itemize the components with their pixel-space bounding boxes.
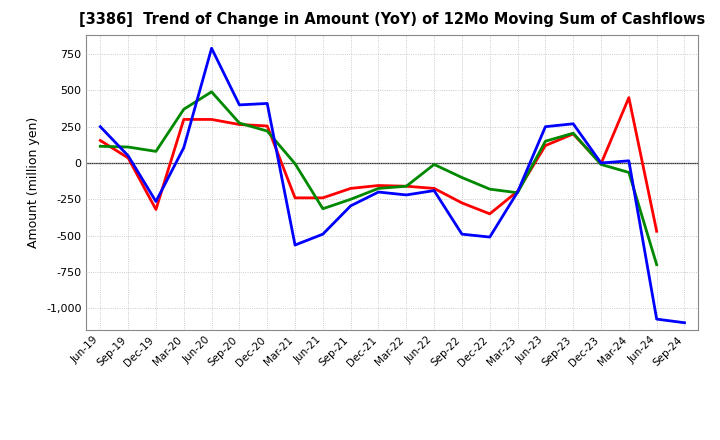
Line: Free Cashflow: Free Cashflow (100, 48, 685, 323)
Investing Cashflow (235, 121, 243, 126)
Free Cashflow (207, 46, 216, 51)
Investing Cashflow (458, 175, 467, 180)
Free Cashflow (513, 189, 522, 194)
Free Cashflow (652, 316, 661, 322)
Free Cashflow (597, 160, 606, 165)
Free Cashflow (152, 199, 161, 204)
Y-axis label: Amount (million yen): Amount (million yen) (27, 117, 40, 248)
Operating Cashflow (597, 161, 606, 166)
Operating Cashflow (458, 200, 467, 205)
Investing Cashflow (402, 183, 410, 189)
Free Cashflow (624, 158, 633, 163)
Investing Cashflow (652, 262, 661, 267)
Line: Investing Cashflow: Investing Cashflow (100, 92, 657, 264)
Free Cashflow (96, 124, 104, 129)
Operating Cashflow (152, 207, 161, 212)
Free Cashflow (179, 145, 188, 150)
Investing Cashflow (374, 186, 383, 191)
Free Cashflow (318, 231, 327, 237)
Operating Cashflow (96, 138, 104, 143)
Investing Cashflow (318, 206, 327, 211)
Free Cashflow (124, 153, 132, 158)
Operating Cashflow (318, 195, 327, 201)
Operating Cashflow (402, 183, 410, 189)
Operating Cashflow (569, 131, 577, 136)
Operating Cashflow (513, 189, 522, 194)
Operating Cashflow (291, 195, 300, 201)
Operating Cashflow (346, 186, 355, 191)
Operating Cashflow (430, 186, 438, 191)
Investing Cashflow (430, 162, 438, 167)
Operating Cashflow (652, 229, 661, 234)
Free Cashflow (374, 189, 383, 194)
Investing Cashflow (513, 190, 522, 195)
Operating Cashflow (485, 211, 494, 216)
Free Cashflow (680, 320, 689, 325)
Investing Cashflow (263, 128, 271, 134)
Investing Cashflow (541, 139, 550, 144)
Investing Cashflow (96, 143, 104, 149)
Investing Cashflow (124, 144, 132, 150)
Free Cashflow (346, 203, 355, 209)
Operating Cashflow (263, 123, 271, 128)
Investing Cashflow (207, 89, 216, 95)
Free Cashflow (402, 192, 410, 198)
Investing Cashflow (346, 197, 355, 202)
Operating Cashflow (207, 117, 216, 122)
Line: Operating Cashflow: Operating Cashflow (100, 98, 657, 231)
Operating Cashflow (374, 183, 383, 188)
Free Cashflow (569, 121, 577, 126)
Free Cashflow (485, 235, 494, 240)
Operating Cashflow (179, 117, 188, 122)
Free Cashflow (291, 242, 300, 248)
Operating Cashflow (124, 155, 132, 161)
Operating Cashflow (235, 122, 243, 127)
Investing Cashflow (569, 131, 577, 136)
Free Cashflow (235, 102, 243, 107)
Investing Cashflow (291, 161, 300, 166)
Investing Cashflow (597, 162, 606, 167)
Title: [3386]  Trend of Change in Amount (YoY) of 12Mo Moving Sum of Cashflows: [3386] Trend of Change in Amount (YoY) o… (79, 12, 706, 27)
Investing Cashflow (485, 187, 494, 192)
Free Cashflow (430, 188, 438, 193)
Investing Cashflow (179, 106, 188, 112)
Investing Cashflow (624, 170, 633, 175)
Free Cashflow (541, 124, 550, 129)
Operating Cashflow (541, 143, 550, 148)
Free Cashflow (263, 101, 271, 106)
Free Cashflow (458, 231, 467, 237)
Investing Cashflow (152, 149, 161, 154)
Operating Cashflow (624, 95, 633, 100)
